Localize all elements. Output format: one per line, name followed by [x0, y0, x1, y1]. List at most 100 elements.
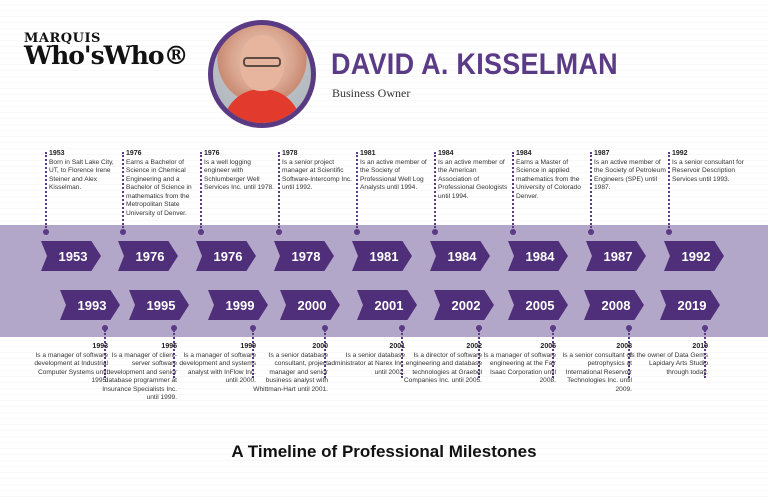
milestone-text: Is a well logging engineer with Schlumbe… [204, 158, 275, 192]
milestone-dot [354, 229, 360, 235]
milestone-dot [399, 325, 405, 331]
milestone-connector [173, 330, 175, 378]
milestone-dot [198, 229, 204, 235]
bottom-milestone: 2002 Is a director of software engineerin… [402, 343, 482, 386]
top-milestone: 1976 Earns a Bachelor of Science in Chemi… [126, 150, 198, 218]
milestone-year: 1984 [438, 150, 454, 157]
milestone-connector [512, 152, 514, 228]
milestone-text: Is a manager of software development and… [179, 351, 256, 385]
milestone-text: Is a senior database administrator at Na… [327, 351, 405, 376]
top-milestone: 1984 Earns a Master of Science in applied… [516, 150, 588, 201]
portrait-photo [208, 20, 316, 128]
milestone-connector [668, 152, 670, 228]
milestone-text: Is a senior consultant of petrophysics a… [562, 351, 632, 393]
bottom-milestone: 1993 Is a manager of software development… [28, 343, 108, 386]
page-footer-title: A Timeline of Professional Milestones [231, 442, 537, 461]
milestone-connector [552, 330, 554, 378]
milestone-connector [704, 330, 706, 378]
year-chevron: 2005 [508, 290, 568, 320]
logo-line-2: Who'sWho® [24, 41, 189, 70]
bottom-milestone: 2000 Is a senior database consultant, pro… [248, 343, 328, 394]
milestone-dot [510, 229, 516, 235]
milestone-connector [252, 330, 254, 378]
year-chevron: 1984 [508, 241, 568, 271]
milestone-connector [590, 152, 592, 228]
bottom-milestone: 1999 Is a manager of software development… [176, 343, 256, 386]
milestone-year: 1999 [240, 343, 256, 350]
milestone-connector [278, 152, 280, 228]
milestone-connector [356, 152, 358, 228]
milestone-connector [104, 330, 106, 378]
milestone-text: Is an active member of the Society of Pr… [360, 158, 427, 192]
milestone-year: 2000 [312, 343, 328, 350]
milestone-text: Is an active member of the American Asso… [438, 158, 508, 200]
year-chevron: 2008 [584, 290, 644, 320]
top-milestone: 1976 Is a well logging engineer with Schl… [204, 150, 276, 193]
top-milestone: 1981 Is an active member of the Society o… [360, 150, 432, 193]
milestone-connector [401, 330, 403, 378]
milestone-text: Earns a Master of Science in applied mat… [516, 158, 581, 200]
year-chevron: 1978 [274, 241, 334, 271]
milestone-year: 1981 [360, 150, 376, 157]
milestone-dot [588, 229, 594, 235]
milestone-year: 1976 [204, 150, 220, 157]
milestone-year: 1984 [516, 150, 532, 157]
milestone-year: 1992 [672, 150, 688, 157]
bottom-milestone: 2005 Is a manager of software engineering… [476, 343, 556, 386]
bottom-milestone: 2008 Is a senior consultant of petrophysi… [552, 343, 632, 394]
year-chevron: 1992 [664, 241, 724, 271]
milestone-year: 2001 [389, 343, 405, 350]
milestone-dot [550, 325, 556, 331]
milestone-year: 1976 [126, 150, 142, 157]
person-name: DAVID A. KISSELMAN [331, 48, 618, 81]
year-chevron: 1999 [208, 290, 268, 320]
milestone-dot [626, 325, 632, 331]
person-role: Business Owner [332, 86, 411, 100]
milestone-connector [122, 152, 124, 228]
milestone-text: Is a manager of software engineering at … [483, 351, 556, 385]
milestone-connector [324, 330, 326, 378]
milestone-dot [276, 229, 282, 235]
milestone-year: 1953 [49, 150, 65, 157]
year-chevron: 2002 [434, 290, 494, 320]
milestone-dot [120, 229, 126, 235]
top-milestone: 1992 Is a senior consultant for Reservoir… [672, 150, 744, 184]
milestone-connector [478, 330, 480, 378]
milestone-text: Earns a Bachelor of Science in Chemical … [126, 158, 192, 217]
milestone-year: 2019 [692, 343, 708, 350]
marquis-whos-who-logo: MARQUIS Who'sWho® [24, 32, 189, 70]
milestone-connector [628, 330, 630, 378]
milestone-dot [666, 229, 672, 235]
bottom-milestone: 2001 Is a senior database administrator a… [325, 343, 405, 377]
milestone-connector [200, 152, 202, 228]
year-chevron: 2019 [660, 290, 720, 320]
milestone-text: Is a manager of client-server software d… [102, 351, 177, 402]
bottom-milestone: 2019 Is the owner of Data Gems Lapidary A… [628, 343, 708, 377]
milestone-text: Is a senior project manager at Scientifi… [282, 158, 352, 192]
year-chevron: 1995 [129, 290, 189, 320]
milestone-year: 1978 [282, 150, 298, 157]
year-chevron: 2000 [280, 290, 340, 320]
milestone-text: Is a senior consultant for Reservoir Des… [672, 158, 744, 183]
bottom-milestone: 1995 Is a manager of client-server softwa… [97, 343, 177, 403]
milestone-dot [476, 325, 482, 331]
year-chevron: 1993 [60, 290, 120, 320]
year-chevron: 2001 [357, 290, 417, 320]
milestone-year: 2002 [466, 343, 482, 350]
milestone-year: 2005 [540, 343, 556, 350]
milestone-text: Is the owner of Data Gems Lapidary Arts … [629, 351, 708, 376]
milestone-connector [45, 152, 47, 228]
milestone-text: Is a director of software engineering an… [403, 351, 482, 385]
year-chevron: 1976 [118, 241, 178, 271]
top-milestone: 1984 Is an active member of the American … [438, 150, 510, 201]
milestone-year: 1995 [161, 343, 177, 350]
top-milestone: 1987 Is an active member of the Society o… [594, 150, 666, 193]
milestone-connector [434, 152, 436, 228]
top-milestone: 1978 Is a senior project manager at Scien… [282, 150, 354, 193]
milestone-dot [43, 229, 49, 235]
milestone-dot [322, 325, 328, 331]
milestone-dot [432, 229, 438, 235]
milestone-dot [102, 325, 108, 331]
year-chevron: 1981 [352, 241, 412, 271]
top-milestone: 1953 Born in Salt Lake City, UT, to Flore… [49, 150, 121, 193]
